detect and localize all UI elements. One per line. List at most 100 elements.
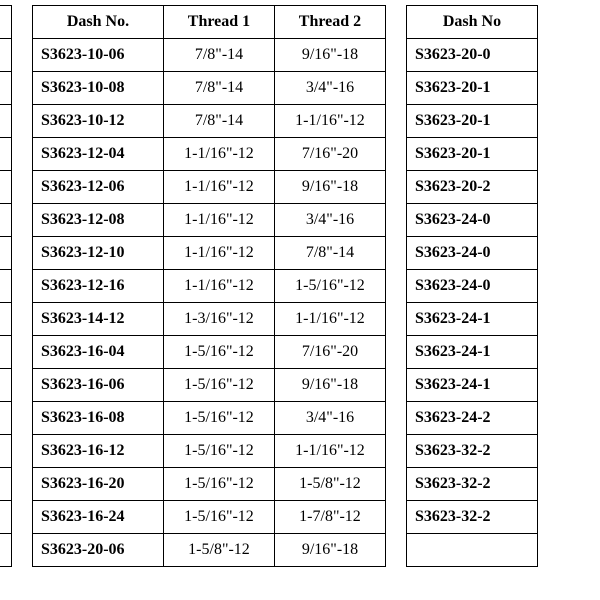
table-cell: S3623-20-2 [407,171,538,204]
table-cell: -20 [0,204,12,237]
middle-table: Dash No. Thread 1 Thread 2 S3623-10-067/… [32,5,386,567]
table-cell: 9/16"-18 [275,534,386,567]
table-cell: 1-5/8"-12 [275,468,386,501]
table-row: "-20 [0,105,12,138]
table-cell: 1-1/16"-12 [164,237,275,270]
table-row: S3623-16-061-5/16"-129/16"-18 [33,369,386,402]
table-cell: 1-5/16"-12 [164,501,275,534]
right-partial-table: Dash No S3623-20-0S3623-20-1S3623-20-1S3… [406,5,538,567]
table-cell: 1-1/16"-12 [275,105,386,138]
table-cell: 1-1/16"-12 [275,303,386,336]
table-row: -20 [0,369,12,402]
table-cell: 7/8"-14 [164,39,275,72]
table-cell: S3623-10-12 [33,105,164,138]
table-cell: "-20 [0,435,12,468]
table-row: S3623-12-101-1/16"-127/8"-14 [33,237,386,270]
table-cell: S3623-24-1 [407,336,538,369]
table-row: S3623-16-041-5/16"-127/16"-20 [33,336,386,369]
table-cell: -16 [0,402,12,435]
table-cell: S3623-24-1 [407,303,538,336]
table-cell: 3/4"-16 [275,402,386,435]
table-cell: S3623-20-1 [407,105,538,138]
table-cell: S3623-12-16 [33,270,164,303]
table-row: S3623-24-1 [407,369,538,402]
table-cell: "-18 [0,468,12,501]
table-cell: 1-5/16"-12 [275,270,386,303]
table-cell: S3623-16-06 [33,369,164,402]
table-row: "-20 [0,270,12,303]
table-cell: -24 [0,39,12,72]
table-row: S3623-24-0 [407,237,538,270]
table-row: S3623-12-081-1/16"-123/4"-16 [33,204,386,237]
table-cell: "-20 [0,270,12,303]
table-cell: S3623-32-2 [407,501,538,534]
table-row: S3623-20-1 [407,72,538,105]
table-cell: -18 [0,303,12,336]
table-cell: 1-5/16"-12 [164,468,275,501]
table-cell: 7/8"-14 [275,237,386,270]
table-cell: S3623-16-20 [33,468,164,501]
table-row: S3623-10-067/8"-149/16"-18 [33,39,386,72]
table-cell: 7/8"-14 [164,105,275,138]
table-row: S3623-12-161-1/16"-121-5/16"-12 [33,270,386,303]
col-header: Dash No [407,6,538,39]
table-cell: -24 [0,171,12,204]
table-cell: 7/16"-20 [275,138,386,171]
table-cell: S3623-24-1 [407,369,538,402]
table-row: S3623-32-2 [407,435,538,468]
table-row: "-18 [0,468,12,501]
table-cell: "-20 [0,105,12,138]
table-cell: S3623-12-08 [33,204,164,237]
table-cell [407,534,538,567]
table-cell: -14 [0,501,12,534]
table-cell: "-20 [0,72,12,105]
table-row: S3623-16-081-5/16"-123/4"-16 [33,402,386,435]
table-row: "-18 [0,237,12,270]
table-row: S3623-20-1 [407,105,538,138]
table-row: -16 [0,402,12,435]
table-cell: 7/8"-14 [164,72,275,105]
table-row: S3623-12-041-1/16"-127/16"-20 [33,138,386,171]
table-cell: 1-1/16"-12 [164,204,275,237]
table-row: S3623-16-121-5/16"-121-1/16"-12 [33,435,386,468]
table-cell: -20 [0,138,12,171]
table-row: "-20 [0,72,12,105]
table-row: -20 [0,204,12,237]
table-row: S3623-32-2 [407,468,538,501]
table-cell: 1-5/16"-12 [164,435,275,468]
table-row: S3623-12-061-1/16"-129/16"-18 [33,171,386,204]
table-row: -14 [0,501,12,534]
table-row: S3623-14-121-3/16"-121-1/16"-12 [33,303,386,336]
table-cell: "-20 [0,336,12,369]
table-row: S3623-24-2 [407,402,538,435]
table-cell: 7/16"-20 [275,336,386,369]
table-cell: 9/16"-18 [275,171,386,204]
table-cell: 1-5/8"-12 [164,534,275,567]
table-row: "-12 [0,534,12,567]
table-cell: 1-5/16"-12 [164,369,275,402]
table-row: S3623-16-201-5/16"-121-5/8"-12 [33,468,386,501]
left-partial-table: ad 2 -24"-20"-20-20-24-20"-18"-20-18"-20… [0,5,12,567]
table-cell: S3623-10-08 [33,72,164,105]
table-cell: 1-5/16"-12 [164,402,275,435]
table-cell: S3623-24-2 [407,402,538,435]
table-cell: S3623-20-0 [407,39,538,72]
table-row: S3623-10-127/8"-141-1/16"-12 [33,105,386,138]
cropped-viewport: ad 2 -24"-20"-20-20-24-20"-18"-20-18"-20… [0,5,558,567]
table-cell: S3623-16-08 [33,402,164,435]
table-row [407,534,538,567]
col-header: ad 2 [0,6,12,39]
table-cell: S3623-20-1 [407,72,538,105]
table-cell: 1-1/16"-12 [164,270,275,303]
table-row: S3623-24-1 [407,303,538,336]
table-row: S3623-24-0 [407,204,538,237]
col-header: Dash No. [33,6,164,39]
table-row: S3623-20-2 [407,171,538,204]
table-cell: 9/16"-18 [275,369,386,402]
table-row: S3623-24-1 [407,336,538,369]
table-cell: S3623-20-06 [33,534,164,567]
table-row: S3623-16-241-5/16"-121-7/8"-12 [33,501,386,534]
table-cell: S3623-16-24 [33,501,164,534]
table-cell: 1-1/16"-12 [164,171,275,204]
table-row: S3623-24-0 [407,270,538,303]
